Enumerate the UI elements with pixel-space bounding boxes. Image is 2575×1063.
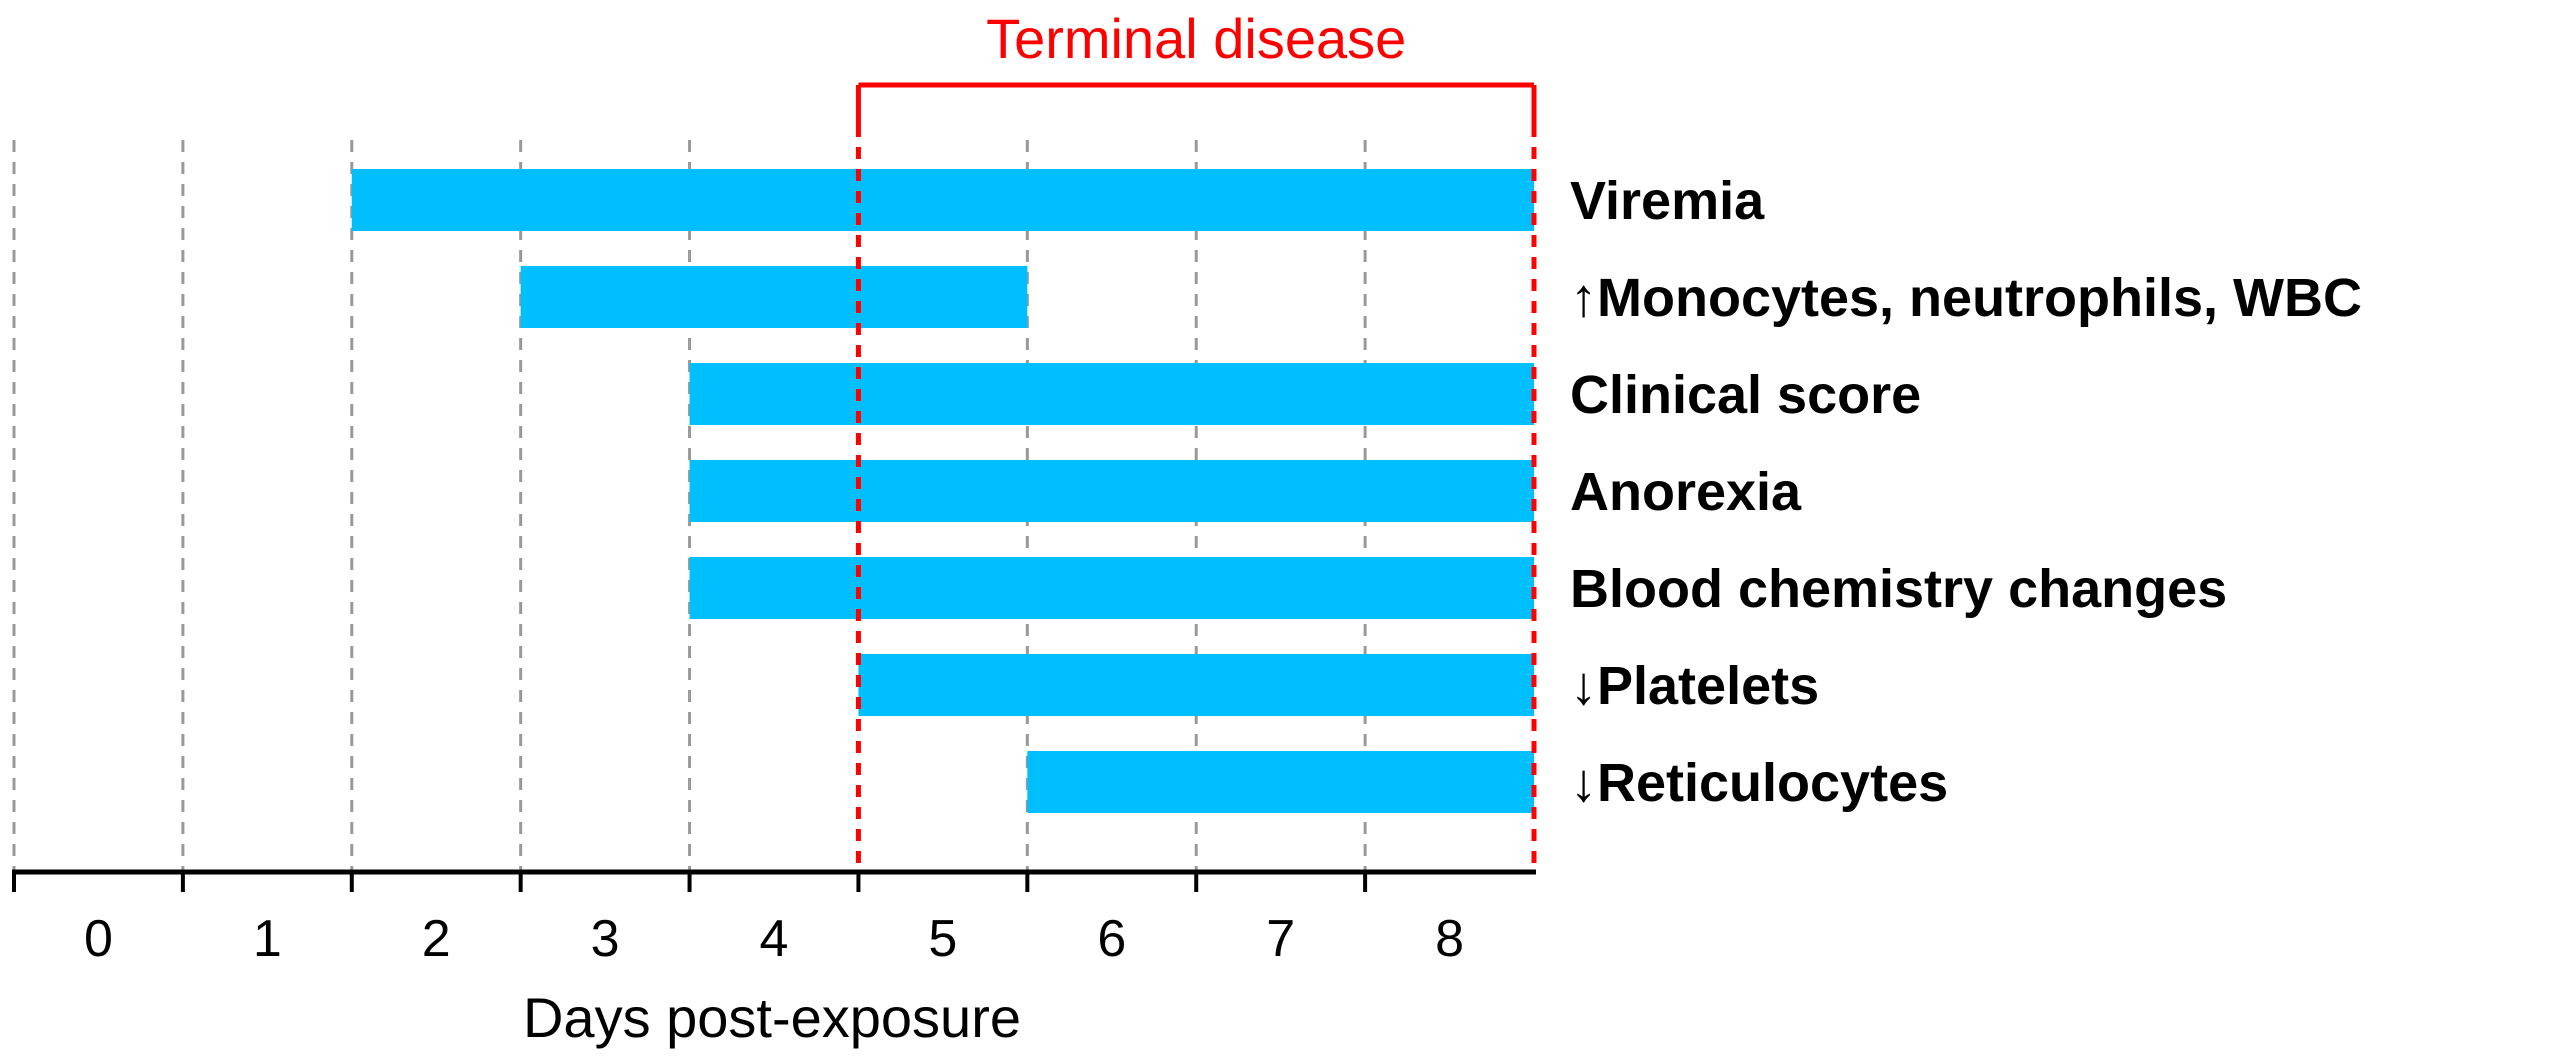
bars [351,169,1534,813]
x-tick-label: 8 [1435,910,1464,968]
x-tick-label: 7 [1266,910,1295,968]
row-label: Anorexia [1570,462,1802,522]
bracket-label: Terminal disease [986,7,1406,70]
row-label: ↓Reticulocytes [1570,753,1948,813]
x-tick-label: 5 [928,910,957,968]
timeline-bar [520,266,1028,328]
x-tick-label: 2 [422,910,451,968]
x-tick-label: 6 [1097,910,1126,968]
x-tick-label: 0 [84,910,113,968]
gridlines [12,140,1367,872]
timeline-bar [689,557,1534,619]
row-label: Blood chemistry changes [1570,559,2227,619]
timeline-bar [858,654,1534,716]
row-label: Clinical score [1570,365,1921,425]
timeline-bar [1027,751,1534,813]
x-axis-title: Days post-exposure [523,986,1021,1049]
x-tick-label: 4 [760,910,789,968]
x-tick-label: 1 [253,910,282,968]
timeline-bar [689,460,1534,522]
x-axis: 0 1 2 3 4 5 6 7 8 [12,869,1536,968]
x-tick-label: 3 [591,910,620,968]
row-label: ↓Platelets [1570,656,1819,716]
timeline-bar [351,169,1534,231]
timeline-bar [689,363,1534,425]
terminal-disease-bracket: Terminal disease [855,7,1537,872]
row-label: Viremia [1570,171,1765,231]
row-label: ↑Monocytes, neutrophils, WBC [1570,268,2362,328]
row-labels: Viremia ↑Monocytes, neutrophils, WBC Clini… [1570,171,2362,813]
